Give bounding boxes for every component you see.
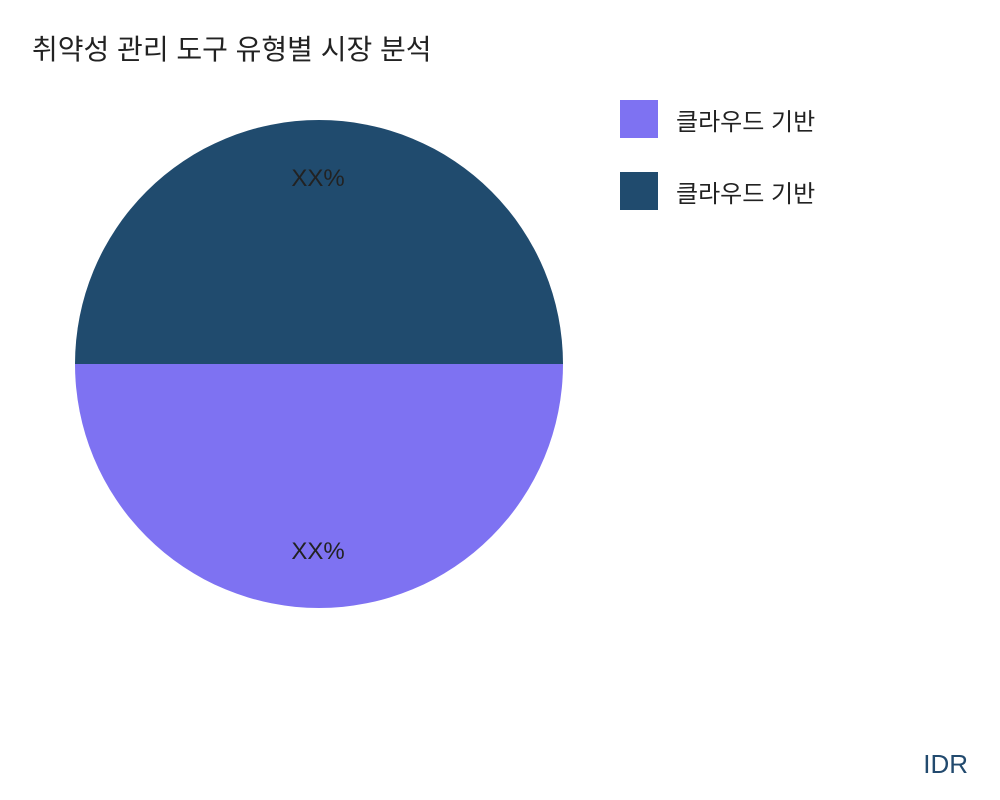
legend-label: 클라우드 기반 bbox=[676, 102, 815, 137]
pie-slice-label-top: XX% bbox=[291, 165, 344, 193]
legend: 클라우드 기반 클라우드 기반 bbox=[620, 100, 815, 244]
attribution-text: IDR bbox=[923, 749, 968, 780]
legend-label: 클라우드 기반 bbox=[676, 174, 815, 209]
chart-title: 취약성 관리 도구 유형별 시장 분석 bbox=[32, 28, 432, 68]
pie-slice-label-bottom: XX% bbox=[291, 538, 344, 566]
pie-slice-top bbox=[75, 120, 563, 364]
pie-chart bbox=[75, 120, 563, 608]
legend-swatch bbox=[620, 100, 658, 138]
legend-item: 클라우드 기반 bbox=[620, 172, 815, 210]
legend-item: 클라우드 기반 bbox=[620, 100, 815, 138]
pie-slice-bottom bbox=[75, 364, 563, 608]
legend-swatch bbox=[620, 172, 658, 210]
